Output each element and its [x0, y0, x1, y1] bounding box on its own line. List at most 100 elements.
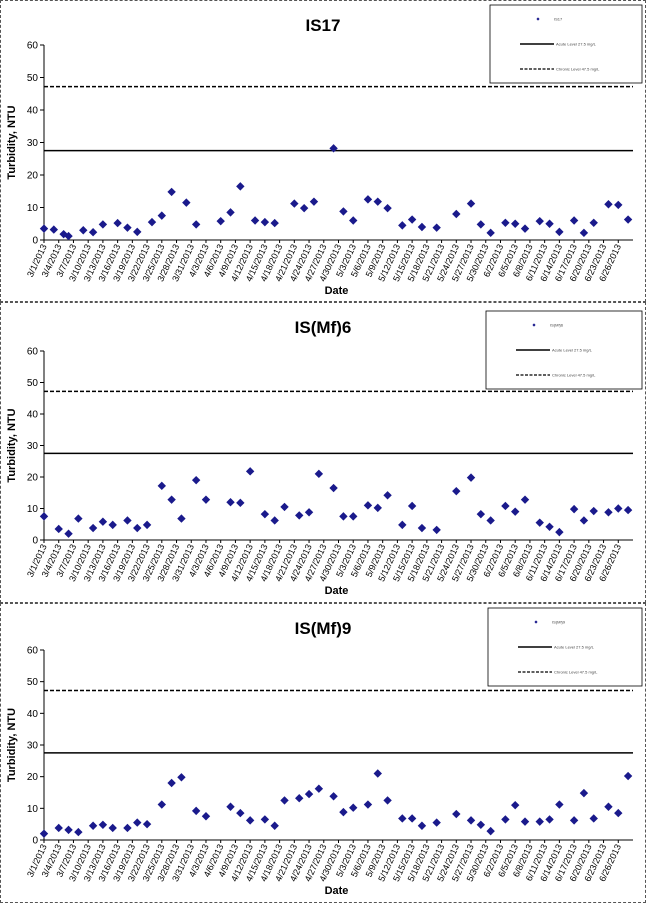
data-point [501, 501, 510, 511]
data-point [373, 503, 382, 513]
data-point [59, 229, 68, 239]
data-point [270, 821, 279, 830]
data-point [64, 529, 73, 538]
data-point [452, 209, 461, 219]
y-tick-label: 60 [27, 41, 39, 52]
data-point [54, 524, 63, 534]
data-point [314, 469, 324, 479]
data-point [167, 778, 176, 788]
data-point [167, 187, 176, 197]
data-point [157, 481, 166, 491]
chart-title: IS17 [306, 16, 341, 35]
data-point [74, 514, 83, 523]
legend-label: Acute Level 27.5 mg/L [554, 645, 595, 650]
data-point [535, 216, 544, 226]
data-point [398, 814, 407, 823]
data-point [589, 814, 598, 823]
y-axis-label: Turbidity, NTU [6, 708, 18, 782]
data-point [407, 501, 417, 511]
y-axis-label: Turbidity, NTU [6, 408, 18, 482]
data-point [555, 527, 564, 537]
data-point [407, 814, 417, 823]
data-point [236, 498, 245, 508]
data-point [191, 220, 201, 229]
y-tick-label: 40 [27, 410, 39, 421]
data-point [501, 815, 510, 824]
legend-label: IS(Mf)9 [552, 620, 566, 625]
data-point [309, 197, 319, 206]
data-point [88, 523, 98, 533]
legend-box [485, 310, 643, 390]
data-point [398, 520, 407, 530]
data-point [142, 819, 152, 829]
data-point [339, 807, 348, 817]
y-axis-label: Turbidity, NTU [6, 105, 18, 179]
data-point [432, 818, 441, 827]
data-point [329, 144, 338, 153]
data-point [501, 218, 510, 227]
y-tick-label: 20 [27, 171, 39, 182]
data-point [182, 198, 191, 207]
data-point [623, 505, 633, 515]
legend-box [489, 4, 643, 84]
data-point [545, 815, 554, 824]
data-point [191, 806, 201, 816]
data-point [589, 218, 598, 227]
data-point [226, 498, 235, 507]
data-point [339, 512, 348, 521]
legend-label: Acute Level 27.5 mg/L [556, 42, 597, 47]
data-point [88, 821, 98, 830]
data-point [604, 508, 613, 517]
data-point [98, 220, 108, 229]
y-tick-label: 10 [27, 804, 39, 815]
y-tick-label: 30 [27, 441, 39, 452]
data-point [245, 816, 255, 825]
data-point [589, 506, 598, 516]
y-tick-label: 60 [27, 646, 39, 657]
x-axis-label: Date [325, 285, 349, 297]
data-point [216, 216, 225, 226]
data-point [314, 784, 324, 793]
data-point [250, 216, 260, 225]
data-point [133, 227, 142, 237]
legend-label: IS(Mf)6 [550, 323, 564, 328]
data-point [520, 817, 530, 826]
data-point [201, 812, 211, 821]
data-point [39, 512, 49, 521]
data-point [290, 199, 299, 208]
data-point [270, 516, 279, 525]
data-point [452, 486, 461, 496]
data-point [157, 211, 166, 220]
data-point [177, 773, 186, 782]
data-point [383, 203, 392, 213]
data-point [74, 827, 83, 837]
data-point [569, 216, 579, 225]
y-tick-label: 10 [27, 203, 39, 214]
data-point [280, 502, 289, 512]
data-point [569, 504, 579, 514]
y-tick-label: 50 [27, 378, 39, 389]
data-point [511, 507, 520, 516]
data-point [280, 796, 289, 805]
data-point [245, 467, 255, 476]
data-point [383, 491, 392, 500]
data-point [49, 225, 59, 234]
data-point [113, 218, 122, 228]
data-point [299, 203, 309, 213]
data-point [123, 516, 132, 525]
data-point [142, 520, 152, 530]
data-point [123, 823, 132, 833]
data-point [466, 199, 476, 208]
data-point [39, 829, 49, 838]
data-point [133, 818, 142, 827]
data-point [604, 802, 613, 811]
data-point [329, 483, 338, 493]
legend-box [487, 607, 643, 687]
data-point [623, 215, 633, 224]
data-point [579, 228, 589, 238]
y-tick-label: 50 [27, 73, 39, 84]
